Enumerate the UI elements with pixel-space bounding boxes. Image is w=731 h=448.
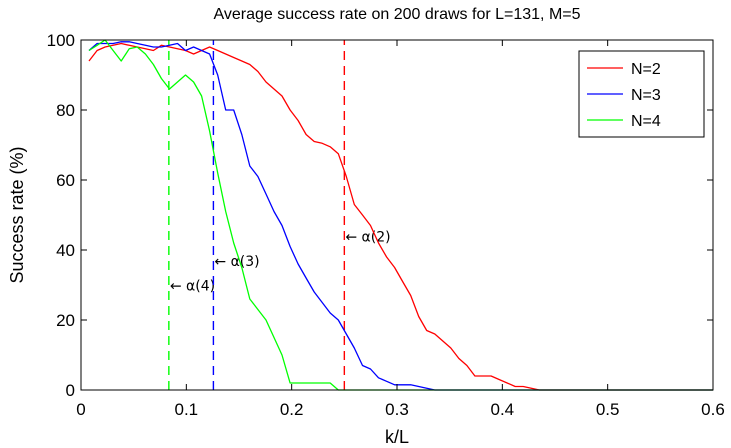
legend-label: N=4 bbox=[631, 113, 661, 130]
legend: N=2 N=3 N=4 bbox=[578, 50, 705, 138]
alpha-marker-label: ← α(3) bbox=[214, 254, 259, 270]
y-axis-title: Success rate (%) bbox=[7, 146, 27, 283]
legend-label: N=2 bbox=[631, 61, 661, 78]
alpha-marker-label: ← α(2) bbox=[345, 229, 390, 245]
legend-label: N=3 bbox=[631, 87, 661, 104]
x-tick-label: 0.1 bbox=[175, 400, 199, 419]
x-tick-label: 0.2 bbox=[280, 400, 304, 419]
x-tick-label: 0.5 bbox=[596, 400, 620, 419]
y-tick-label: 20 bbox=[56, 311, 75, 330]
alpha-marker-label: ← α(4) bbox=[170, 278, 215, 294]
y-tick-label: 0 bbox=[66, 381, 75, 400]
series-line-n-4 bbox=[88, 39, 713, 391]
x-tick-label: 0 bbox=[76, 400, 85, 419]
axes: 0 0.1 0.2 0.3 0.4 0.5 0.6 0 20 40 60 80 100 bbox=[47, 31, 725, 419]
y-tick-label: 80 bbox=[56, 101, 75, 120]
x-tick-label: 0.4 bbox=[491, 400, 515, 419]
x-axis-title: k/L bbox=[385, 427, 409, 447]
y-tick-label: 60 bbox=[56, 171, 75, 190]
series-lines bbox=[88, 39, 713, 391]
alpha-markers: ← α(4) ← α(3) ← α(2) bbox=[168, 40, 391, 390]
chart-title: Average success rate on 200 draws for L=… bbox=[213, 6, 580, 23]
x-tick-label: 0.3 bbox=[385, 400, 409, 419]
x-tick-label: 0.6 bbox=[701, 400, 725, 419]
series-line-n-3 bbox=[88, 41, 713, 391]
series-line-n-2 bbox=[88, 42, 713, 391]
y-tick-label: 100 bbox=[47, 31, 75, 50]
y-tick-label: 40 bbox=[56, 241, 75, 260]
